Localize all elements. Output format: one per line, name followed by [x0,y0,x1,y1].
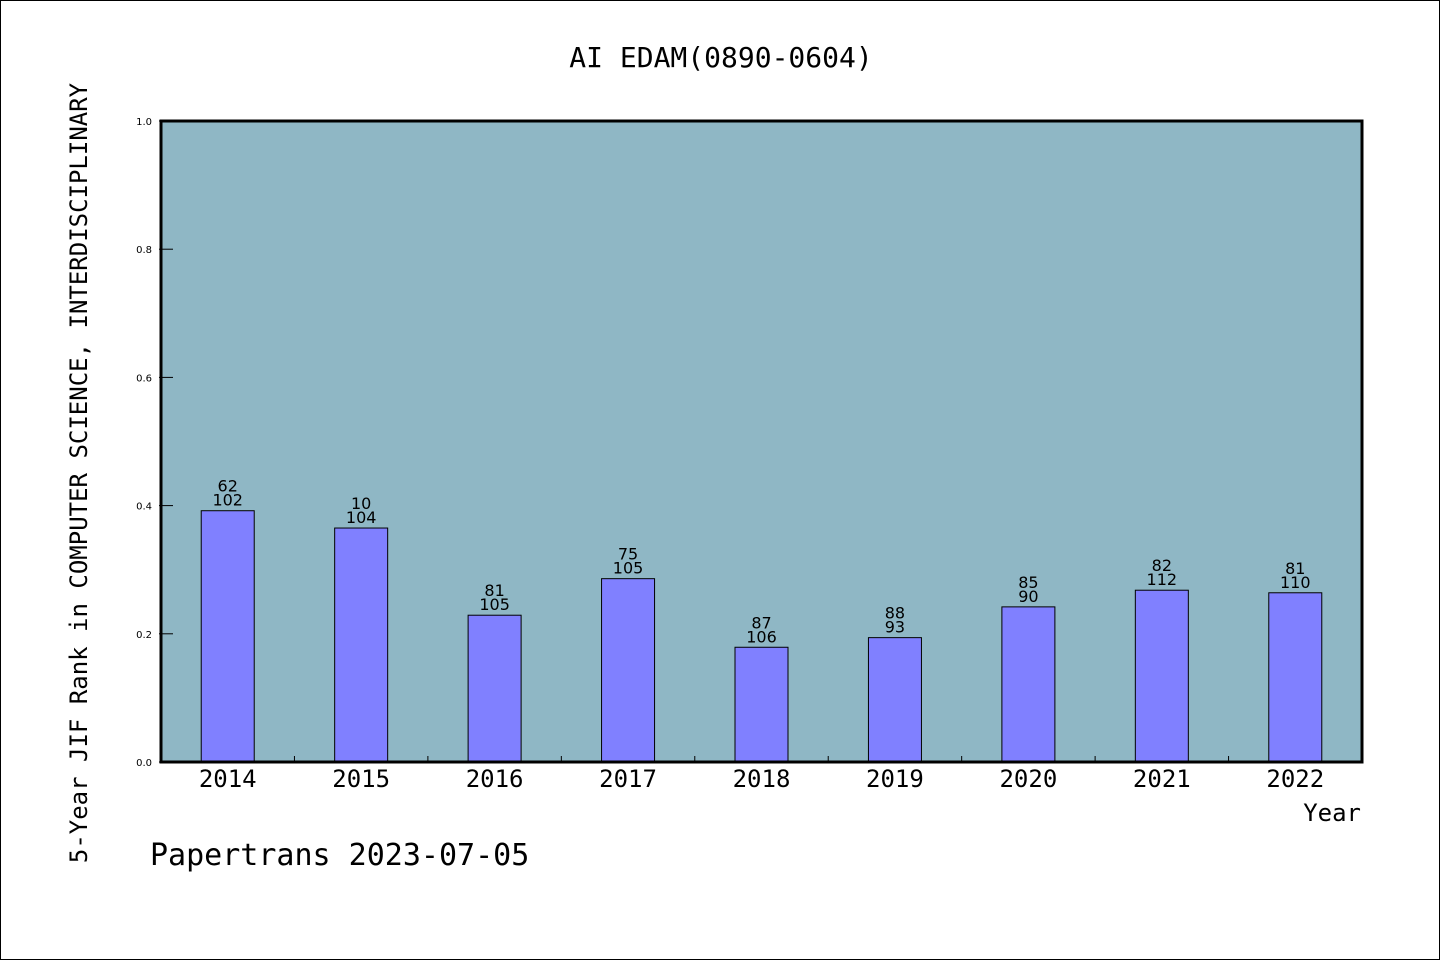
y-axis-label: 5-Year JIF Rank in COMPUTER SCIENCE, INT… [65,82,93,863]
bar-rank-label: 87 [751,613,771,632]
footer-credit: Papertrans 2023-07-05 [150,838,529,873]
y-tick-label: 1.0 [136,117,152,128]
x-axis-label: Year [1303,799,1361,827]
y-tick-label: 0.2 [136,630,152,641]
y-tick-label: 0.6 [136,373,152,384]
x-tick-label: 2021 [1133,765,1191,793]
bar-total-label: 90 [1018,587,1038,606]
bar-total-label: 105 [479,595,510,614]
x-tick-label: 2019 [866,765,924,793]
y-tick-label: 0.0 [136,758,152,769]
bar-total-label: 93 [885,618,905,637]
bar-rank-label: 75 [618,545,638,564]
bar-2021 [1134,589,1189,763]
bar-total-label: 105 [613,559,644,578]
y-tick-label: 0.4 [136,502,152,513]
bar-2019 [867,637,922,763]
bar-2020 [1001,606,1056,763]
x-tick-label: 2022 [1266,765,1324,793]
x-tick-label: 2020 [999,765,1057,793]
x-tick-label: 2018 [733,765,791,793]
x-tick-label: 2014 [199,765,257,793]
bar-total-label: 112 [1147,570,1178,589]
bars [200,510,1323,763]
bar-2022 [1268,592,1323,763]
bar-rank-label: 62 [218,477,238,496]
x-axis: 2014 2015 2016 2017 2018 2019 2020 2021 2022 [199,756,1324,793]
bar-rank-label: 88 [885,604,905,623]
bar-rank-label: 81 [484,581,504,600]
bar-rank-label: 82 [1152,556,1172,575]
chart-title: AI EDAM(0890-0604) [569,41,872,74]
bar-rank-label: 10 [351,494,371,513]
x-tick-label: 2017 [599,765,657,793]
bar-total-label: 102 [212,491,243,510]
x-tick-label: 2016 [466,765,524,793]
bar-2016 [467,614,522,763]
plot-border [159,119,1364,764]
bar-2017 [601,578,656,763]
bar-total-label: 110 [1280,573,1311,592]
x-tick-label: 2015 [332,765,390,793]
bar-rank-label: 85 [1018,573,1038,592]
bar-2018 [734,646,789,763]
bar-2015 [334,527,389,763]
bar-2014 [200,510,255,763]
bar-total-label: 106 [746,627,777,646]
y-tick-label: 0.8 [136,245,152,256]
bar-rank-label: 81 [1285,559,1305,578]
bar-total-label: 104 [346,508,377,527]
